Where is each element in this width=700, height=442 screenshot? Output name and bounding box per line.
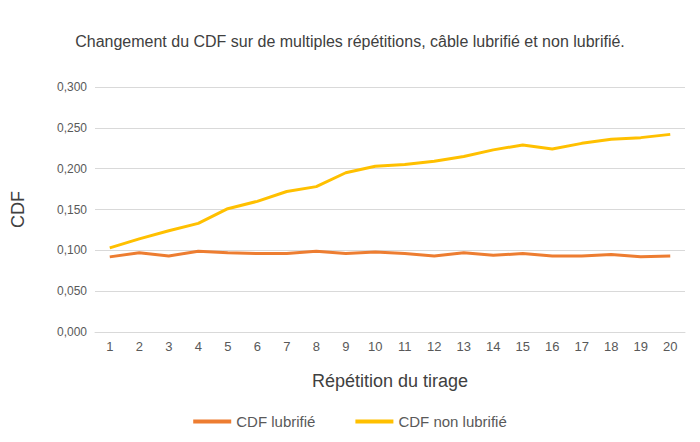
svg-text:10: 10 [368,339,382,354]
svg-text:13: 13 [457,339,471,354]
svg-text:CDF: CDF [8,191,28,228]
svg-text:15: 15 [516,339,530,354]
svg-text:3: 3 [165,339,172,354]
svg-text:16: 16 [545,339,559,354]
svg-text:CDF non lubrifié: CDF non lubrifié [398,413,506,430]
svg-text:6: 6 [254,339,261,354]
svg-text:5: 5 [224,339,231,354]
svg-text:7: 7 [283,339,290,354]
svg-text:0,100: 0,100 [57,243,87,257]
svg-text:2: 2 [136,339,143,354]
svg-text:11: 11 [398,339,412,354]
svg-text:20: 20 [663,339,677,354]
svg-text:Répétition du tirage: Répétition du tirage [312,371,468,391]
svg-text:19: 19 [634,339,648,354]
svg-text:8: 8 [313,339,320,354]
svg-text:12: 12 [427,339,441,354]
svg-text:0,300: 0,300 [57,80,87,94]
svg-text:0,050: 0,050 [57,284,87,298]
svg-text:Changement du CDF sur de multi: Changement du CDF sur de multiples répét… [75,33,625,50]
svg-text:0,200: 0,200 [57,162,87,176]
svg-text:0,000: 0,000 [57,325,87,339]
svg-text:14: 14 [486,339,500,354]
svg-text:CDF lubrifié: CDF lubrifié [236,413,315,430]
svg-text:9: 9 [342,339,349,354]
svg-text:4: 4 [195,339,202,354]
svg-text:0,150: 0,150 [57,203,87,217]
svg-text:18: 18 [604,339,618,354]
svg-text:17: 17 [575,339,589,354]
svg-text:1: 1 [106,339,113,354]
svg-text:0,250: 0,250 [57,121,87,135]
